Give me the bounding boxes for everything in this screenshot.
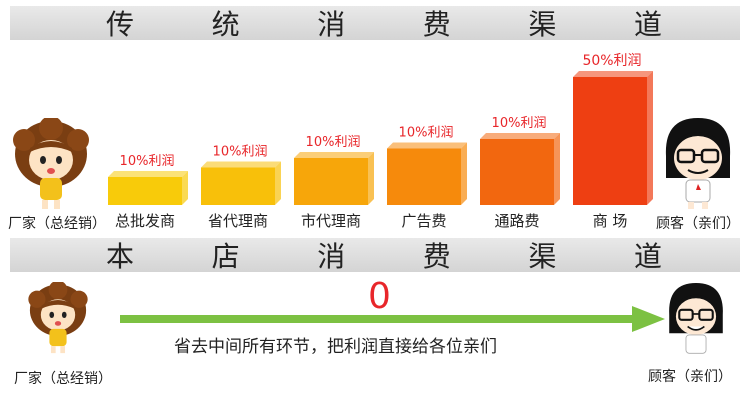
title-char: 统 <box>211 8 240 41</box>
bar-value-label: 10%利润 <box>306 135 361 150</box>
bar-side <box>368 152 374 205</box>
manufacturer-character-icon <box>13 118 89 209</box>
arrow-shaft <box>120 315 635 323</box>
bar <box>294 158 368 205</box>
category-label: 市代理商 <box>301 212 361 230</box>
category-label: 总批发商 <box>115 212 175 230</box>
customer-label: 顾客（亲们） <box>648 369 732 385</box>
title-char: 渠 <box>528 240 557 273</box>
manufacturer-label: 厂家（总经销） <box>14 371 112 387</box>
bar-side <box>461 142 467 205</box>
category-label: 商 场 <box>593 212 628 230</box>
bar-side <box>275 161 281 205</box>
bar <box>387 148 461 205</box>
bar-value-label: 10%利润 <box>213 145 268 160</box>
category-label: 通路费 <box>494 212 539 230</box>
title-char: 费 <box>422 8 451 41</box>
title-char: 渠 <box>528 8 557 41</box>
bar-value-label: 50%利润 <box>582 53 641 69</box>
title-char: 道 <box>633 8 662 41</box>
arrow-head <box>632 306 665 332</box>
manufacturer-character-icon <box>28 282 88 354</box>
bar-side <box>647 71 653 205</box>
bar-top <box>108 171 188 177</box>
store-channel-title: 本 店 消 费 渠 道 <box>10 238 740 273</box>
customer-character-icon <box>669 283 723 354</box>
bar-top <box>480 133 560 139</box>
title-char: 消 <box>317 240 346 273</box>
title-char: 本 <box>106 240 135 273</box>
bar-top <box>387 142 467 149</box>
category-label: 省代理商 <box>208 212 268 230</box>
direct-slogan: 省去中间所有环节，把利润直接给各位亲们 <box>174 337 497 357</box>
title-char: 店 <box>211 240 240 273</box>
bar <box>573 77 647 205</box>
customer-character-icon <box>665 118 731 209</box>
title-char: 传 <box>106 8 135 41</box>
title-char: 道 <box>633 240 662 273</box>
title-char: 费 <box>422 240 451 273</box>
bar-side <box>182 171 188 205</box>
bar-top <box>294 152 374 158</box>
store-channel-band: 本 店 消 费 渠 道 <box>10 238 740 273</box>
bar-side <box>554 133 560 205</box>
traditional-channel-band: 传 统 消 费 渠 道 <box>10 6 740 41</box>
zero-markup-value: 0 <box>368 276 391 317</box>
bar <box>480 139 554 205</box>
bar <box>201 167 275 205</box>
category-label: 广告费 <box>401 212 446 230</box>
bar-value-label: 10%利润 <box>399 126 454 141</box>
bar-top <box>201 161 281 168</box>
bar <box>108 177 182 205</box>
bar-top <box>573 71 653 77</box>
manufacturer-label: 厂家（总经销） <box>8 216 106 232</box>
traditional-channel-title: 传 统 消 费 渠 道 <box>10 6 740 41</box>
bar-value-label: 10%利润 <box>492 116 547 131</box>
customer-label: 顾客（亲们） <box>656 216 740 232</box>
bar-value-label: 10%利润 <box>120 154 175 169</box>
title-char: 消 <box>317 8 346 41</box>
direct-arrow <box>120 306 665 332</box>
